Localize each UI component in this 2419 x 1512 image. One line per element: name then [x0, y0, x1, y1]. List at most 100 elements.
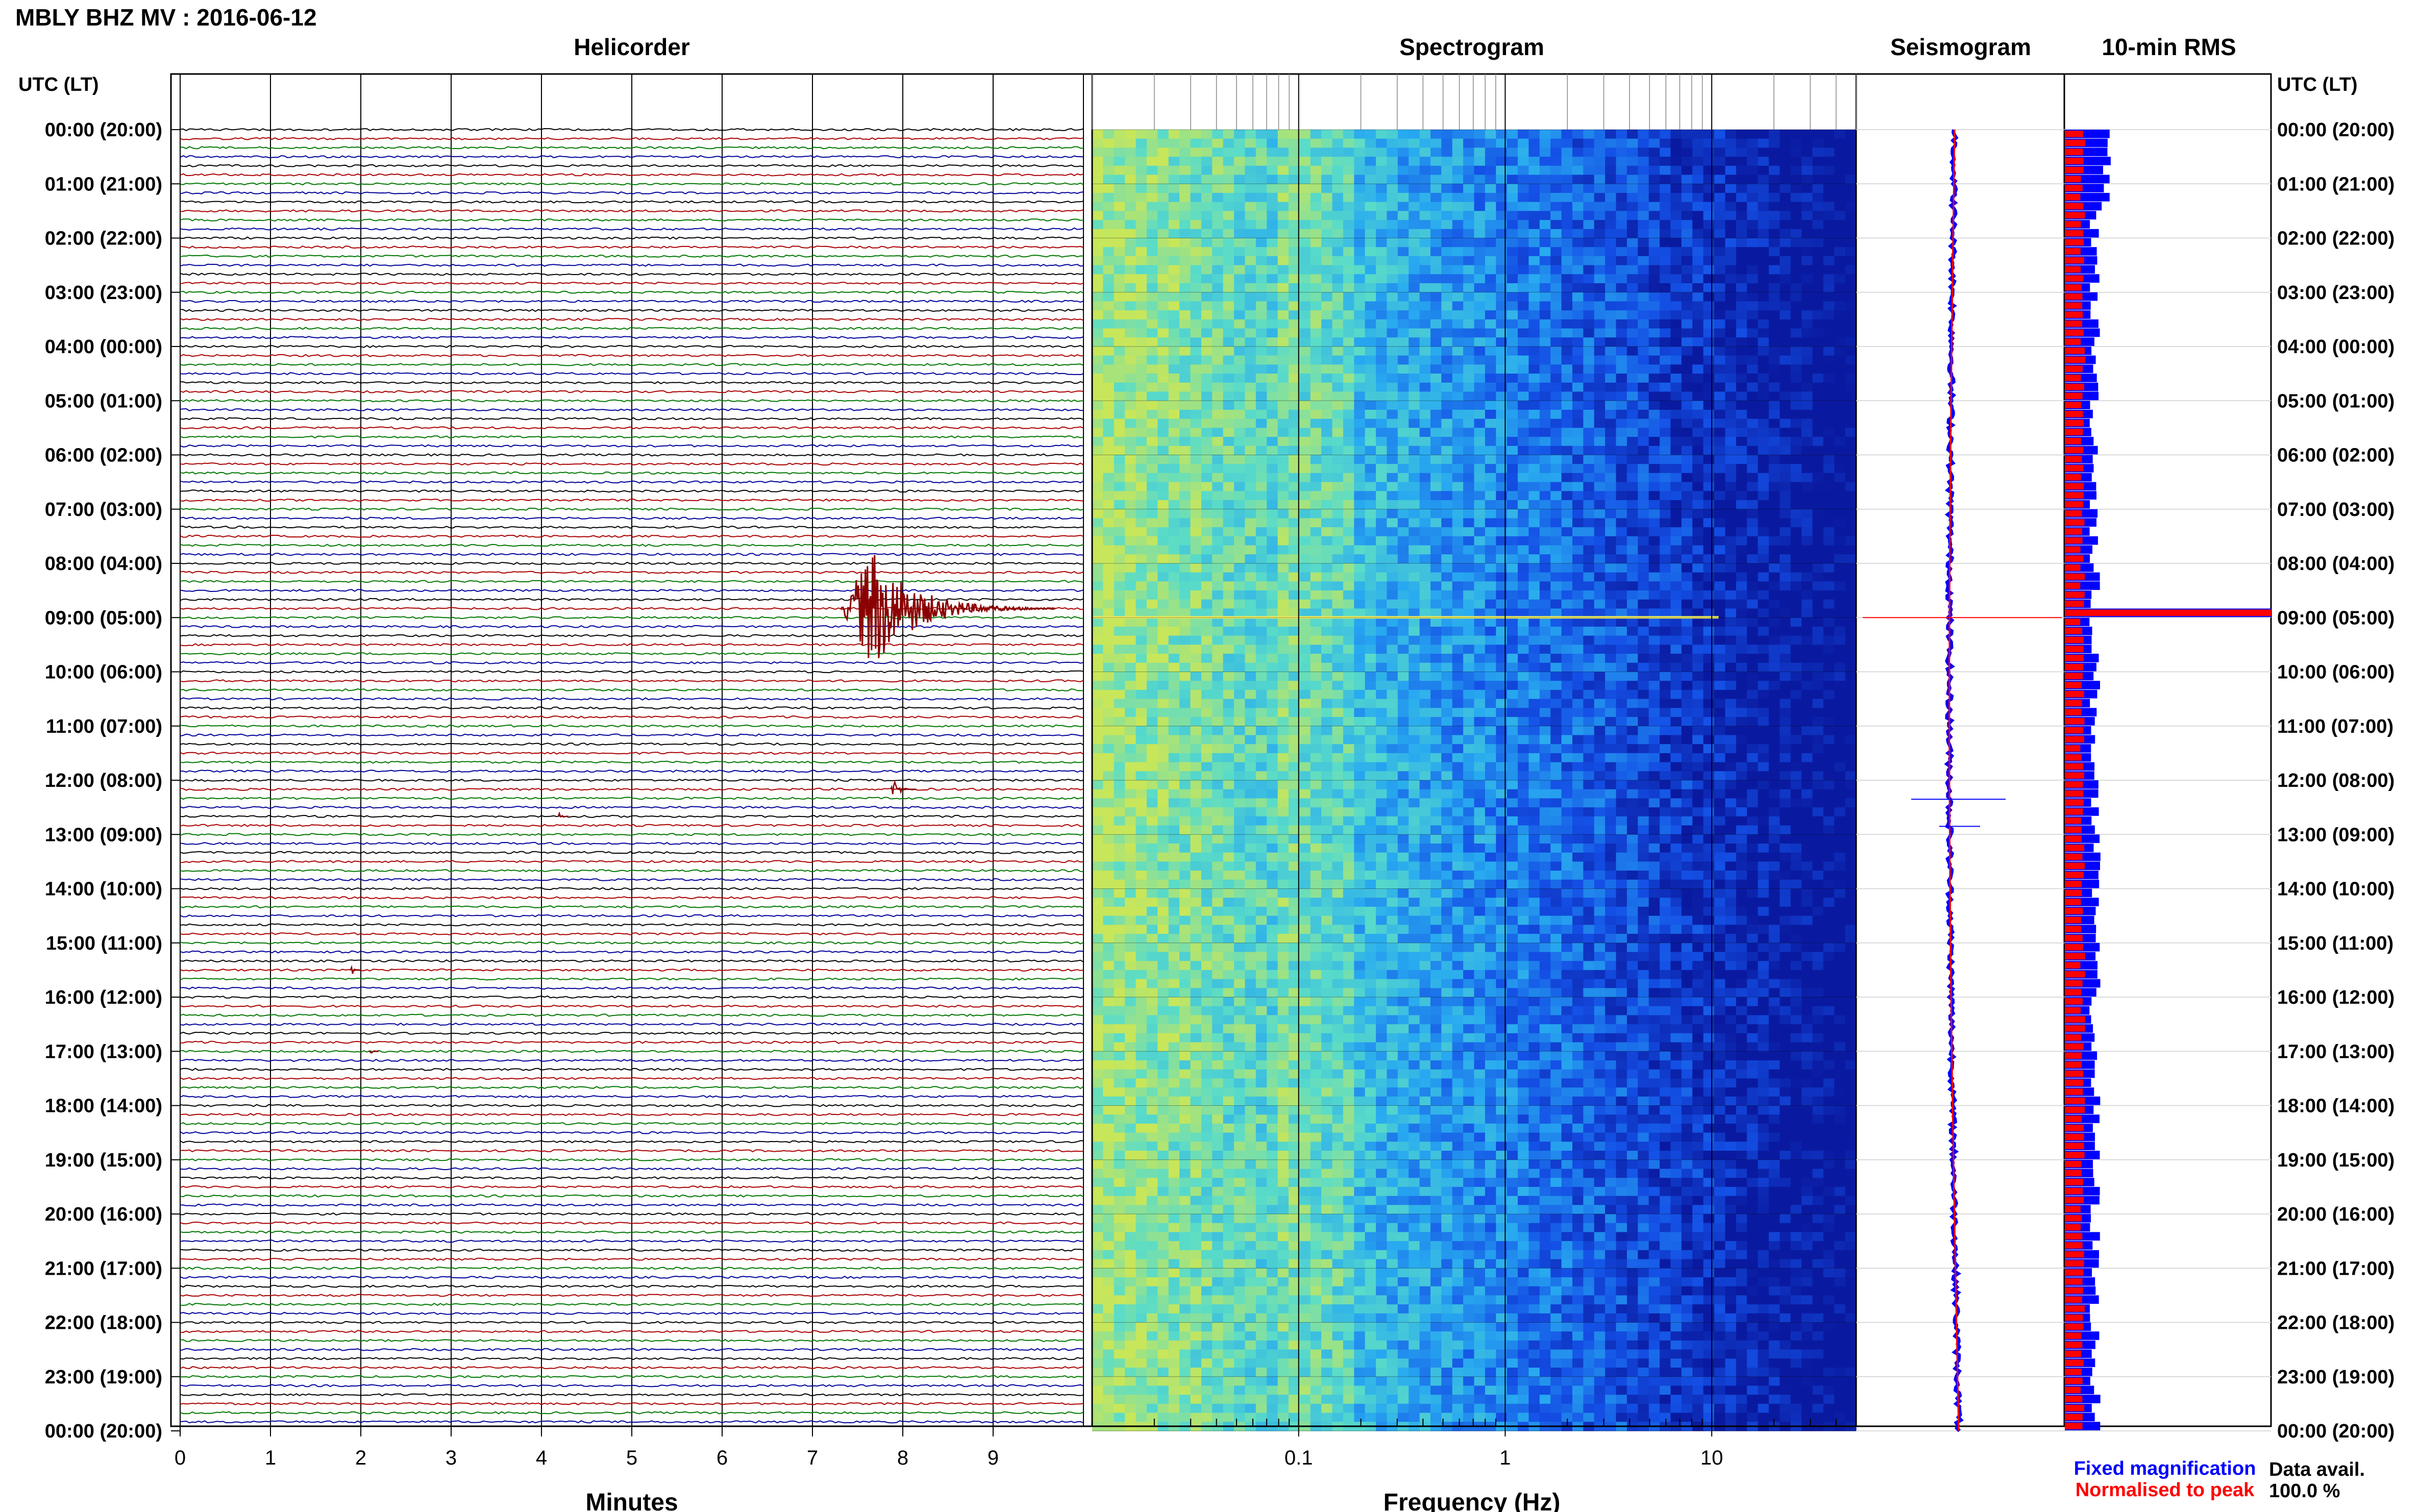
spectrogram-cell — [1670, 310, 1682, 320]
spectrogram-cell — [1561, 473, 1573, 483]
spectrogram-cell — [1201, 518, 1213, 528]
spectrogram-cell — [1834, 473, 1846, 483]
spectrogram-cell — [1518, 717, 1529, 727]
spectrogram-cell — [1288, 355, 1300, 365]
spectrogram-cell — [1670, 581, 1682, 591]
spectrogram-cell — [1714, 193, 1725, 203]
spectrogram-cell — [1528, 753, 1540, 763]
spectrogram-cell — [1136, 689, 1147, 700]
spectrogram-cell — [1136, 418, 1147, 428]
spectrogram-cell — [1725, 274, 1737, 284]
spectrogram-cell — [1572, 184, 1584, 193]
spectrogram-cell — [1223, 753, 1235, 763]
spectrogram-cell — [1267, 608, 1278, 618]
spectrogram-cell — [1823, 762, 1835, 772]
spectrogram-cell — [1539, 374, 1551, 383]
spectrogram-cell — [1179, 418, 1191, 428]
spectrogram-cell — [1660, 699, 1671, 708]
spectrogram-cell — [1528, 536, 1540, 546]
spectrogram-cell — [1616, 662, 1627, 673]
spectrogram-cell — [1201, 283, 1213, 293]
spectrogram-cell — [1605, 401, 1617, 410]
spectrogram-cell — [1354, 482, 1366, 491]
spectrogram-cell — [1660, 165, 1671, 176]
spectrogram-cell — [1725, 735, 1737, 745]
spectrogram-cell — [1299, 645, 1311, 654]
spectrogram-cell — [1670, 301, 1682, 311]
spectrogram-cell — [1692, 138, 1704, 148]
spectrogram-cell — [1201, 717, 1213, 727]
spectrogram-cell — [1616, 599, 1627, 609]
spectrogram-cell — [1539, 482, 1551, 491]
spectrogram-cell — [1736, 165, 1747, 176]
spectrogram-cell — [1463, 708, 1475, 717]
spectrogram-cell — [1376, 355, 1387, 365]
spectrogram-cell — [1681, 455, 1693, 464]
spectrogram-cell — [1692, 364, 1704, 374]
spectrogram-cell — [1801, 635, 1813, 645]
spectrogram-cell — [1343, 572, 1354, 582]
spectrogram-cell — [1507, 455, 1518, 464]
spectrogram-cell — [1441, 590, 1453, 600]
spectrogram-cell — [1321, 672, 1333, 681]
spectrogram-cell — [1267, 771, 1278, 781]
spectrogram-cell — [1365, 464, 1376, 474]
spectrogram-cell — [1376, 193, 1387, 203]
spectrogram-cell — [1681, 193, 1693, 203]
spectrogram-cell — [1354, 211, 1366, 220]
spectrogram-cell — [1845, 147, 1857, 157]
spectrogram-cell — [1594, 563, 1606, 573]
spectrogram-cell — [1092, 482, 1103, 491]
spectrogram-cell — [1376, 482, 1387, 491]
spectrogram-cell — [1561, 491, 1573, 501]
spectrogram-cell — [1146, 418, 1158, 428]
spectrogram-cell — [1136, 292, 1147, 302]
spectrogram-cell — [1332, 635, 1344, 645]
spectrogram-cell — [1299, 735, 1311, 745]
spectrogram-cell — [1114, 175, 1125, 184]
spectrogram-cell — [1288, 536, 1300, 546]
spectrogram-cell — [1234, 717, 1245, 727]
spectrogram-cell — [1714, 500, 1725, 510]
spectrogram-cell — [1474, 753, 1486, 763]
spectrogram-cell — [1255, 717, 1267, 727]
spectrogram-cell — [1518, 274, 1529, 284]
spectrogram-cell — [1550, 563, 1562, 573]
spectrogram-cell — [1201, 735, 1213, 745]
spectrogram-cell — [1452, 509, 1464, 519]
spectrogram-cell — [1441, 608, 1453, 618]
spectrogram-cell — [1332, 473, 1344, 483]
spectrogram-cell — [1747, 382, 1759, 392]
spectrogram-cell — [1179, 464, 1191, 474]
spectrogram-cell — [1561, 464, 1573, 474]
spectrogram-cell — [1583, 672, 1595, 681]
spectrogram-cell — [1572, 681, 1584, 690]
spectrogram-cell — [1605, 247, 1617, 257]
spectrogram-cell — [1310, 744, 1322, 754]
spectrogram-cell — [1136, 482, 1147, 491]
spectrogram-cell — [1245, 355, 1256, 365]
spectrogram-cell — [1812, 627, 1824, 636]
spectrogram-cell — [1714, 491, 1725, 501]
spectrogram-cell — [1790, 627, 1802, 636]
spectrogram-cell — [1823, 608, 1835, 618]
spectrogram-cell — [1136, 401, 1147, 410]
spectrogram-cell — [1343, 364, 1354, 374]
spectrogram-cell — [1714, 346, 1725, 356]
spectrogram-cell — [1539, 147, 1551, 157]
spectrogram-cell — [1288, 662, 1300, 673]
spectrogram-cell — [1255, 635, 1267, 645]
spectrogram-cell — [1343, 500, 1354, 510]
spectrogram-cell — [1638, 608, 1649, 618]
spectrogram-cell — [1550, 410, 1562, 419]
spectrogram-cell — [1310, 147, 1322, 157]
spectrogram-cell — [1452, 319, 1464, 329]
spectrogram-cell — [1801, 364, 1813, 374]
spectrogram-cell — [1725, 681, 1737, 690]
spectrogram-cell — [1255, 292, 1267, 302]
spectrogram-cell — [1157, 635, 1169, 645]
spectrogram-cell — [1245, 509, 1256, 519]
spectrogram-cell — [1430, 130, 1442, 139]
spectrogram-cell — [1703, 536, 1715, 546]
spectrogram-cell — [1801, 220, 1813, 230]
